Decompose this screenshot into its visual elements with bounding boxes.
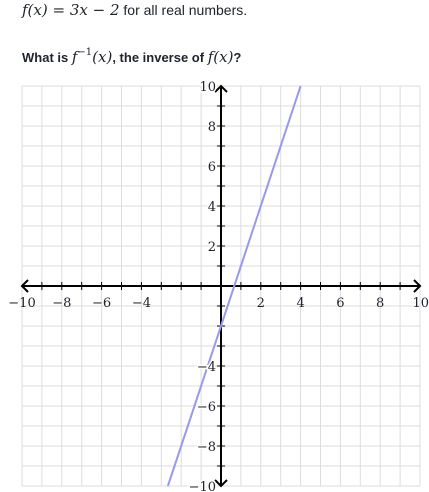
y-axis-arrow-top [214, 84, 228, 93]
x-tick-label: 6 [336, 296, 344, 311]
x-tick-label: −4 [132, 296, 151, 311]
tick-labels: −10 −8 −6 −4 2 4 6 8 10 10 8 6 4 2 −4 −6 −8 −10 [8, 79, 429, 492]
x-axis-arrow-left [20, 279, 29, 293]
y-axis-arrow-bottom [214, 479, 228, 488]
x-tick-label: 8 [376, 296, 384, 311]
inverse-superscript: −1 [77, 47, 93, 58]
x-tick-label: 2 [257, 296, 265, 311]
y-tick-label: 8 [208, 120, 216, 135]
x-tick-label: −8 [52, 296, 71, 311]
function-line[interactable] [166, 85, 302, 487]
y-tick-label: 4 [208, 200, 216, 215]
statement-text: for all real numbers. [119, 2, 248, 18]
function-statement: f(x) = 3x − 2 for all real numbers. [22, 0, 247, 20]
inverse-argument: (x) [92, 48, 113, 66]
function-name: f(x) [22, 1, 48, 19]
y-tick-label: −6 [197, 400, 216, 415]
x-tick-label: 4 [296, 296, 304, 311]
question-lead: What is [22, 50, 72, 65]
question-end: ? [233, 50, 242, 65]
original-function-ref: f(x) [207, 48, 234, 66]
y-tick-label: 2 [208, 240, 216, 255]
x-axis-arrow-right [413, 279, 422, 293]
equals-sign: = [52, 1, 66, 19]
question-middle: , the inverse of [112, 50, 208, 65]
x-tick-label: −6 [92, 296, 111, 311]
y-tick-label: −4 [197, 360, 216, 375]
inverse-function-name: f [71, 48, 78, 66]
function-expression: 3x − 2 [69, 1, 120, 19]
inverse-notation: f−1(x) [71, 47, 113, 66]
y-tick-label: 10 [199, 80, 216, 95]
y-tick-label: −10 [189, 480, 216, 492]
question-prompt: What is f−1(x), the inverse of f(x)? [22, 42, 241, 69]
plotted-lines[interactable] [166, 85, 302, 487]
y-tick-label: 6 [208, 160, 216, 175]
x-tick-label: −10 [8, 296, 35, 311]
x-tick-label: 10 [412, 296, 429, 311]
axes [20, 84, 422, 488]
function-definition: f(x) = 3x − 2 [22, 1, 120, 19]
y-tick-label: −8 [197, 440, 216, 455]
